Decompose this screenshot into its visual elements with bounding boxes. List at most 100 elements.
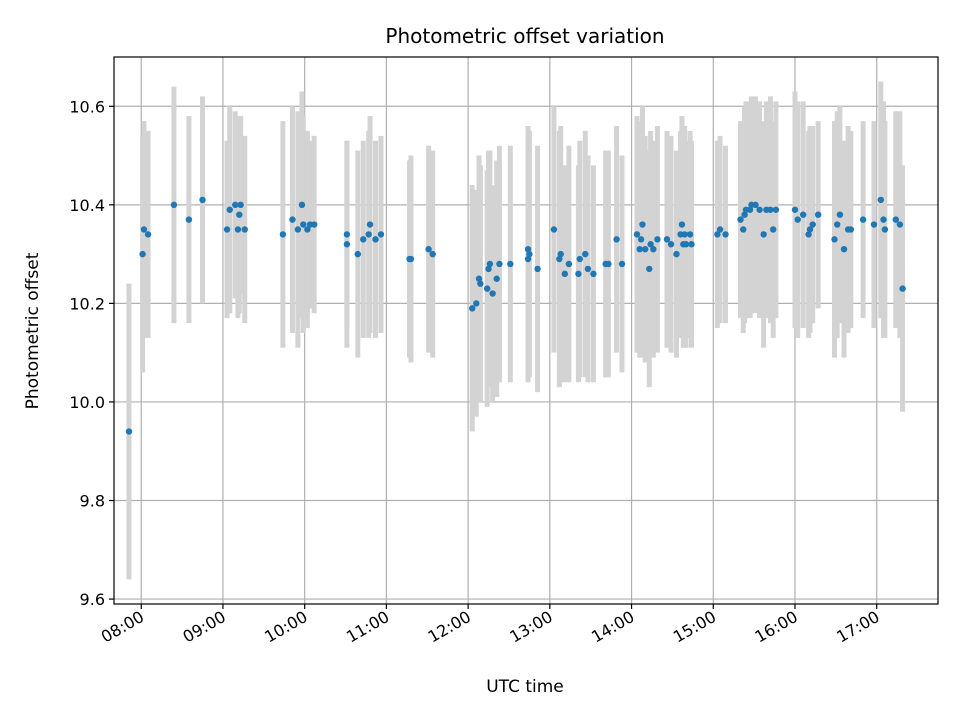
data-point — [809, 221, 816, 228]
data-points — [125, 196, 906, 435]
data-point — [605, 260, 612, 268]
data-point — [767, 206, 774, 213]
data-point — [477, 280, 484, 287]
data-point — [534, 265, 541, 273]
data-point — [637, 236, 645, 243]
data-point — [636, 245, 643, 253]
data-point — [678, 221, 686, 228]
data-point — [407, 255, 415, 263]
data-point — [223, 226, 231, 233]
y-tick-label: 10.4 — [69, 196, 105, 215]
data-point — [681, 231, 688, 238]
data-point — [806, 226, 814, 233]
data-point — [582, 250, 589, 258]
data-point — [714, 231, 721, 238]
data-point — [584, 265, 592, 273]
data-point — [650, 245, 657, 253]
data-point — [791, 206, 799, 213]
y-tick-label: 9.6 — [80, 590, 105, 609]
data-point — [300, 221, 307, 228]
x-axis-label: UTC time — [486, 677, 564, 697]
data-point — [647, 241, 654, 248]
data-point — [298, 201, 306, 209]
data-point — [877, 196, 884, 204]
data-point — [746, 206, 754, 213]
data-point — [289, 216, 296, 223]
data-point — [232, 201, 239, 209]
data-point — [772, 206, 780, 213]
y-tick-label: 10.0 — [69, 393, 105, 412]
data-point — [840, 245, 848, 253]
data-point — [834, 221, 841, 228]
data-point — [613, 236, 620, 243]
data-point — [237, 201, 244, 209]
data-point — [125, 428, 133, 435]
data-point — [756, 206, 763, 213]
data-point — [372, 236, 379, 243]
data-point — [140, 226, 148, 233]
data-point — [799, 211, 807, 218]
data-point — [354, 250, 361, 258]
data-point — [343, 231, 351, 238]
data-point — [881, 226, 889, 233]
data-point — [311, 221, 318, 228]
data-point — [561, 270, 569, 278]
data-point — [831, 236, 838, 243]
data-point — [667, 241, 675, 248]
data-point — [304, 226, 311, 233]
data-point — [639, 221, 646, 228]
data-point — [805, 231, 812, 238]
data-point — [343, 241, 351, 248]
data-point — [483, 285, 491, 292]
data-point — [199, 196, 206, 204]
data-point — [526, 250, 533, 258]
data-point — [663, 236, 671, 243]
data-point — [294, 226, 302, 233]
data-point — [716, 226, 724, 233]
data-point — [688, 241, 695, 248]
data-point — [429, 250, 436, 258]
data-point — [794, 216, 801, 223]
data-point — [279, 231, 287, 238]
plot-frame — [113, 56, 939, 605]
data-point — [144, 231, 152, 238]
chart-title: Photometric offset variation — [385, 24, 664, 48]
data-point — [507, 260, 514, 268]
data-point — [741, 211, 748, 218]
data-point — [641, 245, 649, 253]
data-point — [836, 211, 844, 218]
data-point — [425, 245, 432, 253]
data-point — [673, 250, 680, 258]
data-point — [722, 231, 729, 238]
data-point — [366, 221, 374, 228]
y-axis: 9.6 9.8 10.0 10.2 10.4 10.6 — [69, 97, 114, 609]
data-point — [489, 290, 496, 297]
y-axis-label: Photometric offset — [23, 252, 43, 409]
data-point — [485, 265, 492, 273]
data-point — [633, 231, 641, 238]
data-point — [360, 236, 367, 243]
data-point — [576, 255, 583, 263]
data-point — [654, 236, 661, 243]
y-tick-label: 10.6 — [69, 97, 105, 116]
data-point — [139, 250, 146, 258]
data-point — [770, 226, 777, 233]
data-point — [226, 206, 233, 213]
data-point — [870, 221, 878, 228]
data-point — [590, 270, 597, 278]
data-point — [737, 216, 744, 223]
data-point — [646, 265, 653, 273]
data-point — [899, 285, 906, 292]
data-point — [575, 270, 582, 278]
data-point — [469, 305, 476, 312]
data-point — [880, 216, 887, 223]
data-point — [859, 216, 867, 223]
data-point — [752, 201, 759, 209]
data-point — [740, 226, 747, 233]
data-point — [524, 245, 532, 253]
data-point — [170, 201, 178, 209]
data-point — [241, 226, 248, 233]
data-point — [896, 221, 904, 228]
data-point — [814, 211, 822, 218]
